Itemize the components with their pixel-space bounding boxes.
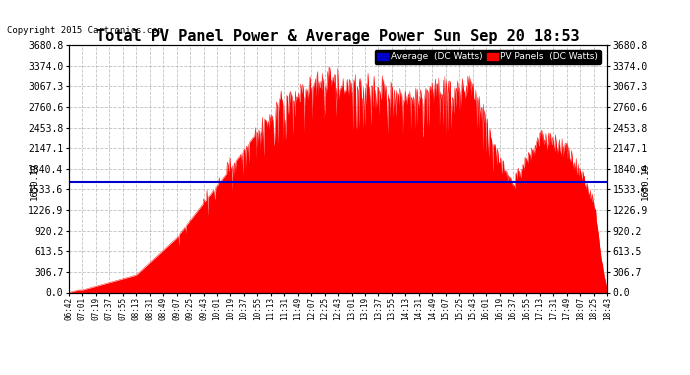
Legend: Average  (DC Watts), PV Panels  (DC Watts): Average (DC Watts), PV Panels (DC Watts)	[375, 50, 601, 64]
Title: Total PV Panel Power & Average Power Sun Sep 20 18:53: Total PV Panel Power & Average Power Sun…	[97, 29, 580, 44]
Text: Copyright 2015 Cartronics.com: Copyright 2015 Cartronics.com	[7, 26, 163, 35]
Text: 1650.19: 1650.19	[30, 163, 39, 200]
Text: 1650.19: 1650.19	[640, 163, 649, 200]
